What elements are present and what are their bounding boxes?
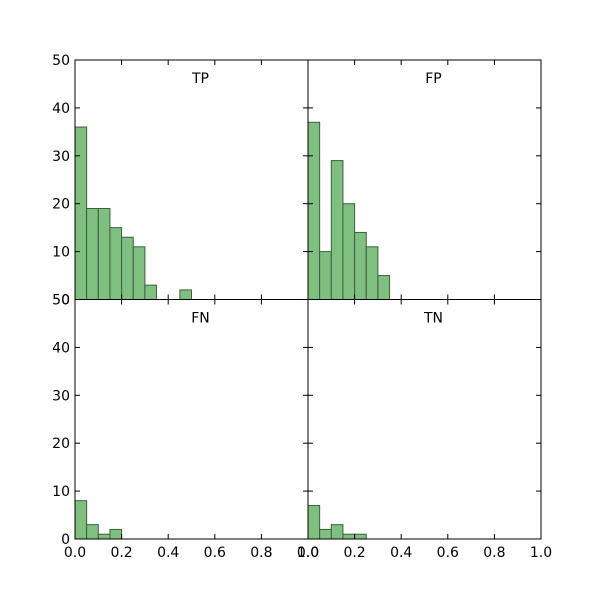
y-tick-label: 0 (61, 293, 70, 309)
bar (307, 504, 321, 540)
x-tick-label: 0.0 (297, 545, 319, 561)
bar (354, 533, 367, 540)
bar (74, 500, 88, 540)
panel-title: FP (425, 71, 442, 87)
bar (354, 231, 367, 300)
bar (97, 207, 111, 301)
y-tick-label: 50 (52, 53, 70, 69)
bar (330, 524, 344, 540)
x-tick-label: 0.4 (157, 545, 179, 561)
y-tick-label: 10 (52, 484, 70, 500)
x-tick-label: 1.0 (297, 545, 319, 561)
x-tick-label: 0.8 (250, 545, 272, 561)
x-tick-label: 0.8 (483, 545, 505, 561)
x-tick-label: 0.6 (437, 545, 459, 561)
x-tick-label: 0.6 (204, 545, 226, 561)
bar (377, 275, 391, 300)
y-tick-label: 10 (52, 245, 70, 261)
y-tick-label: 50 (52, 293, 70, 309)
x-tick-label: 0.2 (110, 545, 132, 561)
bar (342, 203, 356, 300)
y-tick-label: 40 (52, 340, 70, 356)
bar (365, 246, 379, 300)
bar (144, 284, 158, 301)
panel-title: FN (191, 311, 210, 327)
bar (86, 207, 99, 301)
y-tick-label: 20 (52, 197, 70, 213)
bar (179, 289, 193, 301)
y-tick-label: 40 (52, 101, 70, 117)
bar (330, 160, 344, 300)
x-tick-label: 0.4 (390, 545, 412, 561)
bar (342, 533, 356, 540)
bar (121, 236, 134, 300)
bar (319, 251, 332, 301)
panel-title: TP (191, 71, 209, 87)
bar (109, 227, 123, 300)
axes-frame (307, 299, 542, 540)
y-tick-label: 30 (52, 149, 70, 165)
y-tick-label: 20 (52, 436, 70, 452)
panel-title: TN (423, 311, 443, 327)
bar (109, 528, 123, 540)
axes-frame (74, 299, 309, 540)
x-tick-label: 0.0 (64, 545, 86, 561)
y-tick-label: 30 (52, 388, 70, 404)
bar (132, 246, 146, 300)
x-tick-label: 0.2 (343, 545, 365, 561)
bar (74, 126, 88, 300)
bar (86, 524, 99, 540)
bar (319, 528, 332, 540)
bar (307, 121, 321, 300)
x-tick-label: 1.0 (530, 545, 552, 561)
y-tick-label: 0 (61, 532, 70, 548)
bar (97, 533, 111, 540)
